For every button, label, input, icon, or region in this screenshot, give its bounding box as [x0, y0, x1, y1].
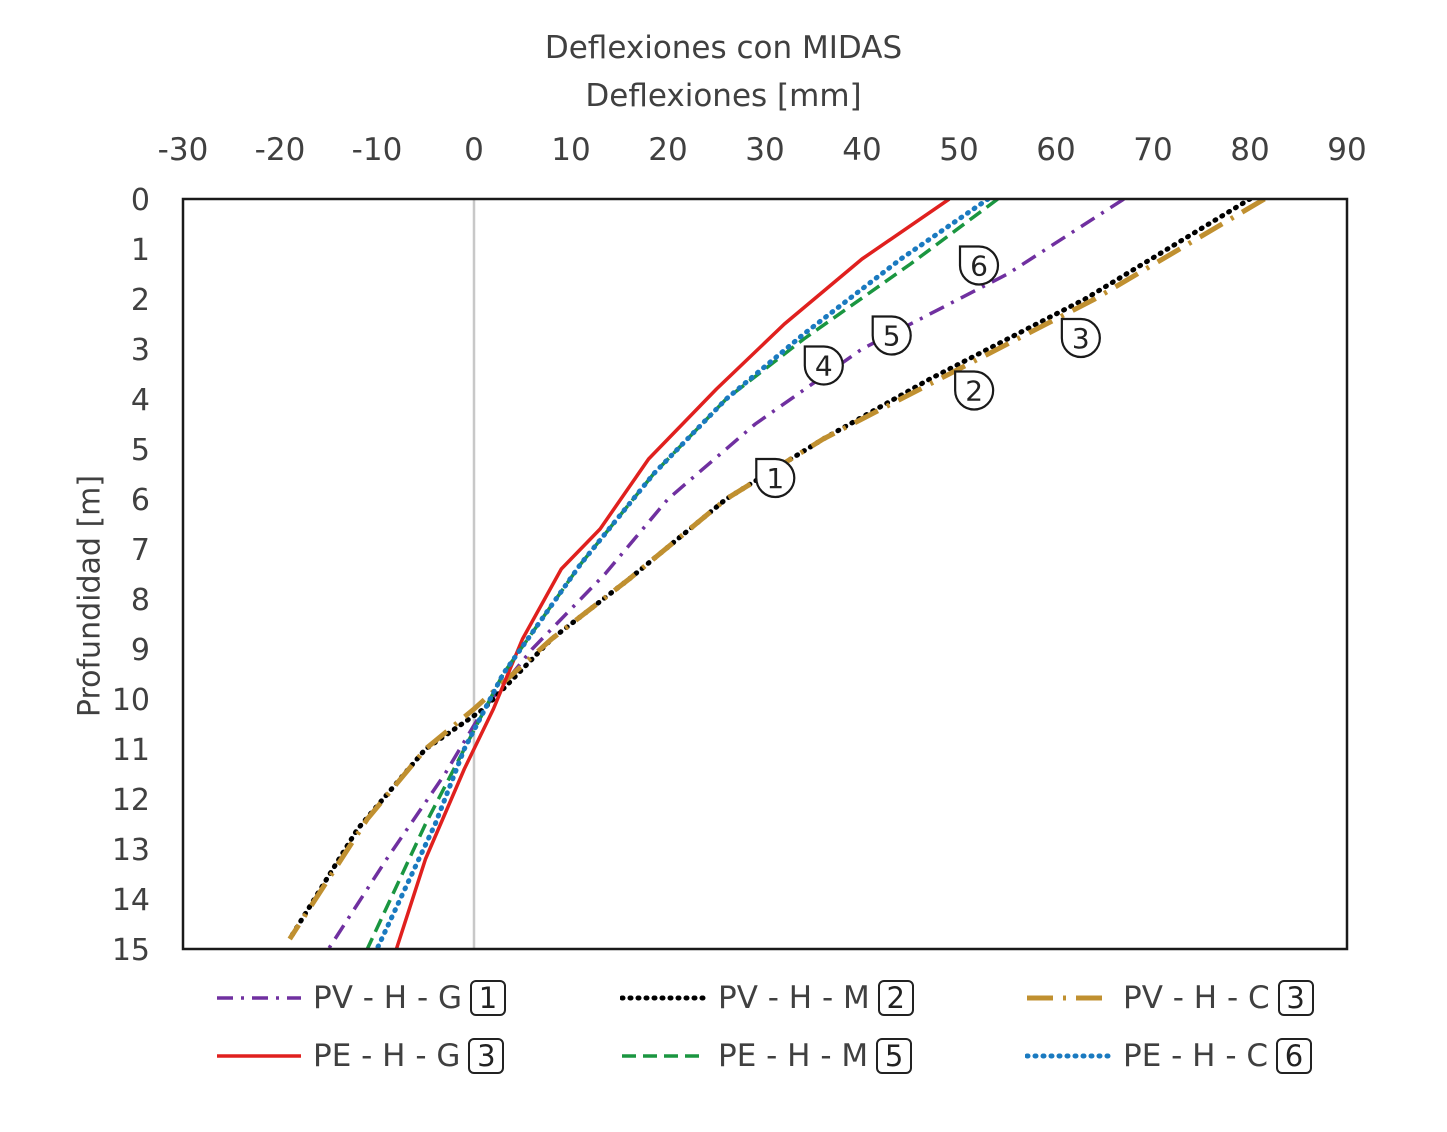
y-tick-label: 8: [131, 583, 150, 618]
x-tick-label: -10: [352, 132, 403, 168]
callout-shape: [871, 315, 912, 356]
legend-marker-box: 1: [470, 980, 507, 1016]
callout-6: 6: [958, 245, 1000, 286]
y-tick-label: 13: [112, 833, 150, 868]
x-tick-label: 20: [648, 132, 687, 168]
y-axis-label: Profundidad [m]: [72, 474, 108, 718]
legend-swatch: [1027, 995, 1111, 1001]
y-tick-label: 7: [131, 533, 150, 568]
callout-label: 4: [815, 350, 833, 383]
callout-shape: [958, 245, 1000, 286]
callout-shape: [803, 345, 844, 386]
callout-shape: [1060, 317, 1101, 359]
callout-shape: [954, 370, 995, 411]
y-tick-label: 2: [131, 283, 150, 318]
callout-label: 1: [766, 462, 784, 495]
callout-label: 6: [970, 250, 988, 283]
legend-marker-box: 6: [1276, 1038, 1313, 1074]
series-layer: [181, 197, 1349, 951]
x-tick-label: 50: [939, 132, 978, 168]
y-tick-label: 12: [112, 783, 150, 818]
y-tick-label: 4: [131, 383, 150, 418]
series-line-6: [374, 199, 991, 949]
legend-label: PV - H - M: [718, 980, 870, 1016]
plot-border: [181, 197, 1349, 951]
y-tick-label: 15: [112, 933, 150, 968]
x-tick-label: 0: [464, 132, 484, 168]
x-tick-label: -20: [255, 132, 306, 168]
y-tick-label: 5: [131, 433, 150, 468]
callout-3: 3: [1060, 317, 1101, 359]
x-tick-label: 70: [1133, 132, 1172, 168]
legend-swatch: [217, 996, 301, 1000]
x-tick-label: 80: [1230, 132, 1269, 168]
y-tick-label: 0: [131, 183, 150, 218]
annotation-layer: 1 2 3 4 5 6: [755, 245, 1101, 499]
x-axis-label: Deflexiones [mm]: [585, 78, 862, 114]
callout-1: 1: [755, 457, 796, 499]
tick-label-layer: -30 -20 -10 0 10 20 30 40 50 60 70 80 90012345678910…: [112, 132, 1367, 968]
callout-label: 2: [965, 375, 983, 408]
callout-label: 3: [1072, 322, 1090, 355]
y-tick-label: 14: [112, 883, 150, 918]
legend-label: PE - H - G: [313, 1038, 461, 1074]
legend-swatch: [217, 1054, 301, 1058]
y-tick-label: 10: [112, 683, 150, 718]
series-line-1: [327, 199, 1125, 949]
x-tick-label: -30: [158, 132, 209, 168]
callout-4: 4: [803, 345, 844, 386]
legend-marker-box: 2: [877, 980, 914, 1016]
legend-swatch: [1025, 1053, 1113, 1059]
x-tick-label: 60: [1036, 132, 1075, 168]
series-line-3: [287, 199, 1266, 941]
x-tick-label: 90: [1327, 132, 1366, 168]
y-tick-label: 3: [131, 333, 150, 368]
y-tick-label: 11: [112, 733, 150, 768]
legend-marker-box: 3: [468, 1038, 505, 1074]
callout-5: 5: [871, 315, 912, 356]
callout-shape: [755, 457, 796, 499]
callout-label: 5: [883, 320, 901, 353]
legend-label: PE - H - M: [718, 1038, 869, 1074]
y-tick-label: 9: [131, 633, 150, 668]
series-line-5: [365, 199, 999, 949]
y-tick-label: 6: [131, 483, 150, 518]
chart-title: Deflexiones con MIDAS: [544, 30, 903, 66]
legend-label: PE - H - C: [1123, 1038, 1269, 1074]
series-line-4: [394, 199, 951, 949]
legend-swatch: [620, 995, 708, 1001]
x-tick-label: 10: [551, 132, 590, 168]
x-tick-label: 40: [842, 132, 881, 168]
legend-label: PV - H - C: [1123, 980, 1270, 1016]
legend-label: PV - H - G: [313, 980, 463, 1016]
callout-2: 2: [954, 370, 995, 411]
legend-marker-box: 5: [876, 1038, 913, 1074]
y-tick-label: 1: [131, 233, 150, 268]
legend-marker-box: 3: [1277, 980, 1314, 1016]
x-tick-label: 30: [745, 132, 784, 168]
legend-swatch: [622, 1054, 706, 1058]
